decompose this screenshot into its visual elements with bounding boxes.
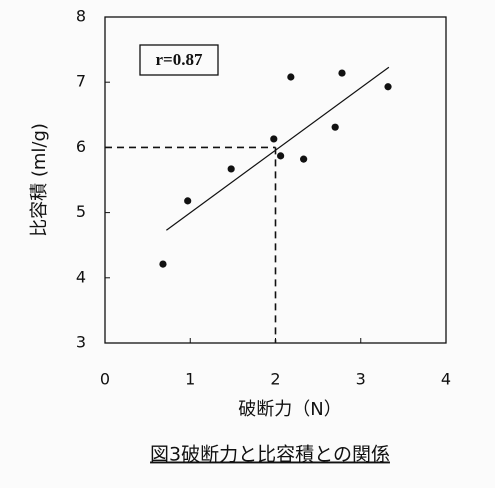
point bbox=[184, 197, 192, 205]
annotation: r=0.87 bbox=[156, 50, 203, 69]
point bbox=[287, 73, 295, 81]
x-axis-label: 破断力（N） bbox=[238, 399, 341, 420]
point bbox=[159, 260, 167, 268]
point bbox=[384, 83, 392, 91]
fit-line bbox=[166, 66, 390, 231]
x-tick-label: 1 bbox=[185, 370, 195, 389]
y-tick-label: 4 bbox=[76, 267, 86, 286]
y-tick-label: 8 bbox=[76, 7, 86, 26]
point bbox=[300, 155, 308, 163]
point bbox=[277, 152, 285, 160]
x-tick-label: 2 bbox=[270, 370, 280, 389]
point bbox=[331, 123, 339, 131]
y-tick-label: 5 bbox=[76, 202, 86, 221]
chart-title: 図3破断力と比容積との関係 bbox=[150, 444, 390, 466]
y-tick-label: 6 bbox=[76, 137, 86, 156]
point bbox=[227, 165, 235, 173]
x-tick-label: 4 bbox=[441, 370, 451, 389]
point bbox=[270, 135, 278, 143]
x-tick-label: 3 bbox=[356, 370, 366, 389]
x-tick-label: 0 bbox=[100, 370, 110, 389]
y-axis-label: 比容積 (ml/g) bbox=[29, 123, 50, 237]
y-tick-label: 7 bbox=[76, 72, 86, 91]
y-tick-label: 3 bbox=[76, 333, 86, 352]
annotation-box bbox=[139, 44, 219, 76]
point bbox=[338, 69, 346, 77]
